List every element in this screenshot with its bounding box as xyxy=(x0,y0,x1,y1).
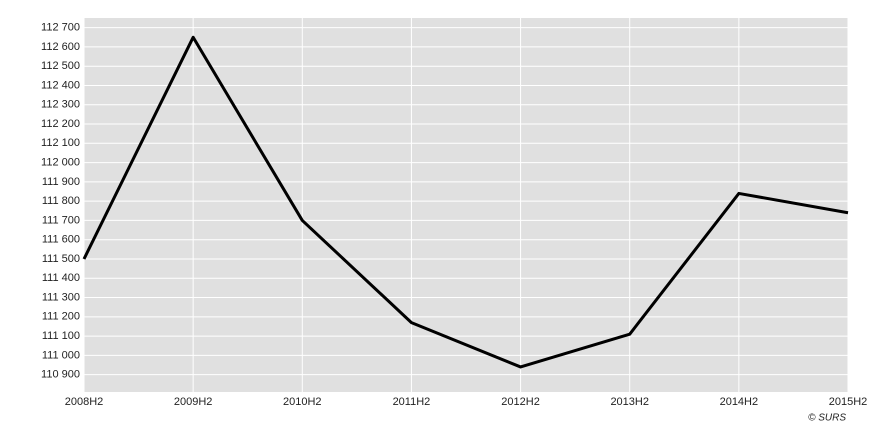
series-line xyxy=(82,35,849,369)
plot-area xyxy=(84,18,848,392)
y-tick-label: 111 600 xyxy=(42,234,80,246)
y-tick-label: 111 100 xyxy=(42,330,80,342)
y-tick-label: 111 300 xyxy=(42,291,80,303)
y-tick-label: 111 000 xyxy=(42,349,80,361)
y-tick-label: 111 900 xyxy=(42,176,80,188)
y-tick-label: 111 700 xyxy=(42,214,80,226)
y-tick-label: 112 300 xyxy=(41,99,80,111)
x-tick-label: 2011H2 xyxy=(393,396,431,408)
x-tick-label: 2012H2 xyxy=(501,396,540,408)
y-tick-label: 112 700 xyxy=(41,22,80,34)
x-tick-label: 2010H2 xyxy=(283,396,322,408)
y-tick-label: 111 800 xyxy=(42,195,80,207)
x-tick-label: 2009H2 xyxy=(174,396,213,408)
y-tick-label: 112 000 xyxy=(41,156,80,168)
x-tick-label: 2015H2 xyxy=(829,396,868,408)
y-tick-label: 111 500 xyxy=(42,253,80,265)
y-tick-label: 112 400 xyxy=(41,79,80,91)
y-tick-label: 110 900 xyxy=(41,369,80,381)
credit: © SURS xyxy=(808,413,846,424)
y-tick-label: 112 500 xyxy=(41,60,80,72)
y-tick-label: 111 400 xyxy=(42,272,80,284)
y-tick-label: 112 600 xyxy=(41,41,80,53)
x-tick-label: 2014H2 xyxy=(720,396,759,408)
x-tick-label: 2008H2 xyxy=(65,396,104,408)
x-tick-label: 2013H2 xyxy=(610,396,649,408)
y-tick-label: 111 200 xyxy=(42,311,80,323)
y-tick-label: 112 200 xyxy=(41,118,80,130)
y-tick-label: 112 100 xyxy=(41,137,80,149)
